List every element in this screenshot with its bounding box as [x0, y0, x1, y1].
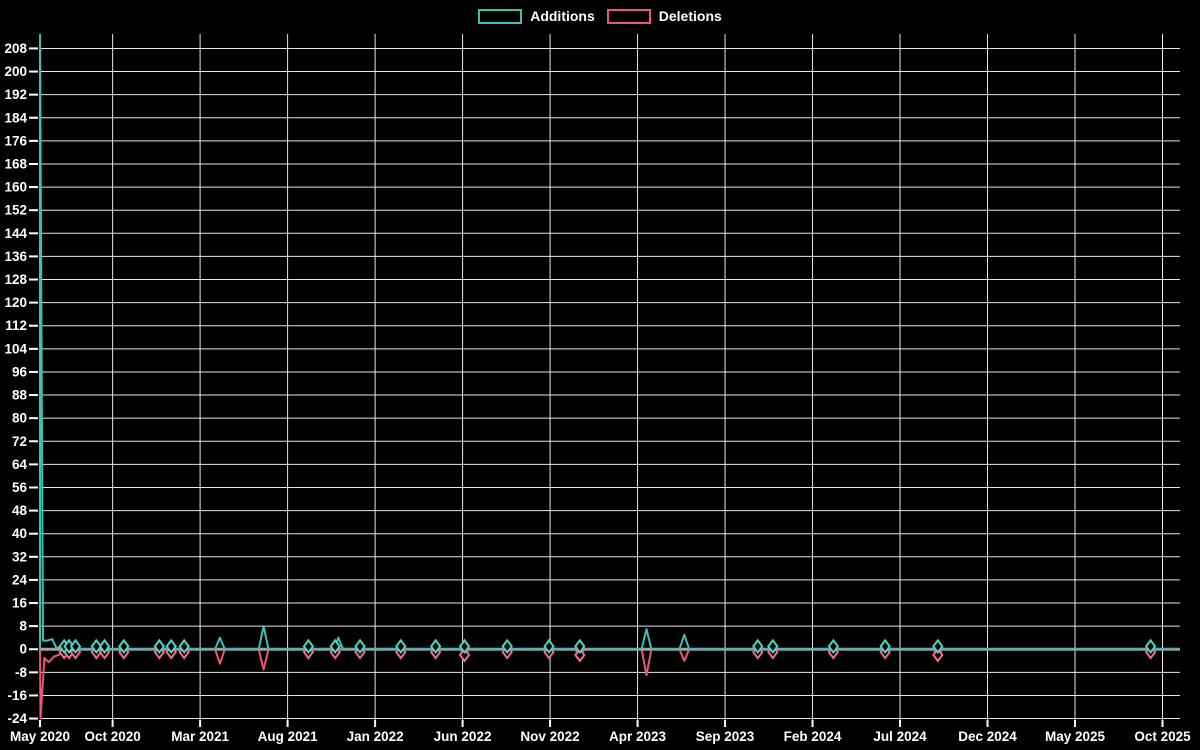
y-tick-label: 160 [4, 180, 27, 195]
x-tick-label: Nov 2022 [520, 729, 579, 744]
legend-item-deletions[interactable]: Deletions [606, 7, 722, 26]
additions-marker-diamond [302, 638, 315, 655]
x-tick-label: Mar 2021 [171, 729, 229, 744]
y-tick-label: 8 [19, 619, 27, 634]
additions-marker-diamond [543, 638, 555, 655]
x-tick-label: Aug 2021 [258, 729, 319, 744]
y-tick-label: 184 [4, 110, 27, 125]
additions-marker-diamond [501, 638, 513, 655]
additions-marker-diamond [329, 638, 341, 655]
y-tick-label: 192 [4, 87, 27, 102]
y-tick-label: 80 [12, 411, 27, 426]
additions-marker-diamond [767, 638, 779, 655]
y-tick-label: 104 [4, 341, 27, 356]
y-tick-label: 56 [12, 480, 28, 495]
additions-marker-diamond [69, 638, 82, 655]
additions-swatch-icon [478, 9, 523, 24]
x-tick-label: Dec 2024 [958, 729, 1017, 744]
y-tick-label: 136 [4, 249, 27, 264]
additions-marker-diamond [879, 638, 891, 655]
deletions-marker-diamond [932, 647, 944, 663]
x-tick-label: May 2025 [1045, 729, 1106, 744]
y-tick-label: 112 [5, 318, 27, 333]
deletions-swatch-icon [606, 9, 651, 24]
additions-marker-diamond [827, 638, 840, 655]
y-tick-label: 24 [12, 572, 28, 587]
x-tick-label: Jun 2022 [434, 729, 492, 744]
y-tick-label: 152 [4, 203, 27, 218]
deletions-marker-diamond [574, 647, 586, 663]
y-tick-label: 88 [12, 388, 28, 403]
y-tick-label: 128 [4, 272, 27, 287]
y-tick-label: 0 [19, 642, 27, 657]
additions-marker-diamond [752, 638, 764, 655]
x-tick-label: Sep 2023 [696, 729, 755, 744]
y-tick-label: 176 [4, 133, 27, 148]
additions-marker-diamond [98, 638, 111, 655]
y-tick-label: 64 [12, 457, 28, 472]
y-tick-label: 32 [12, 549, 27, 564]
chart-legend: Additions Deletions [0, 7, 1200, 26]
x-tick-label: Jul 2024 [873, 729, 927, 744]
x-tick-label: Apr 2023 [609, 729, 667, 744]
y-tick-label: 200 [4, 64, 27, 79]
additions-marker-diamond [458, 638, 471, 655]
additions-marker-diamond [165, 638, 177, 655]
additions-marker-diamond [395, 638, 407, 655]
y-tick-label: 144 [4, 226, 27, 241]
y-tick-label: 208 [4, 41, 27, 56]
x-tick-label: Feb 2024 [784, 729, 842, 744]
y-tick-label: -24 [7, 711, 27, 726]
legend-label-deletions: Deletions [658, 8, 722, 24]
x-tick-label: Oct 2025 [1134, 729, 1191, 744]
additions-marker-diamond [118, 638, 130, 655]
y-tick-label: 48 [12, 503, 28, 518]
y-tick-label: 96 [12, 364, 28, 379]
x-tick-label: May 2020 [10, 729, 70, 744]
y-tick-label: 72 [12, 434, 27, 449]
deletions-line [39, 648, 1180, 720]
additions-marker-diamond [429, 638, 442, 655]
y-tick-label: -8 [15, 665, 27, 680]
legend-item-additions[interactable]: Additions [478, 7, 595, 26]
additions-marker-diamond [153, 638, 166, 655]
legend-label-additions: Additions [530, 8, 595, 24]
y-tick-label: 168 [4, 156, 27, 171]
additions-marker-diamond [354, 638, 366, 655]
additions-marker-diamond [574, 638, 586, 655]
additions-marker-diamond [178, 638, 190, 655]
y-tick-label: 40 [12, 526, 27, 541]
deletions-marker-diamond [458, 647, 471, 663]
additions-marker-diamond [90, 638, 103, 655]
x-tick-label: Oct 2020 [84, 729, 140, 744]
y-tick-label: -16 [7, 688, 27, 703]
x-tick-label: Jan 2022 [347, 729, 404, 744]
y-tick-label: 16 [12, 596, 28, 611]
additions-marker-diamond [1144, 638, 1157, 655]
y-tick-label: 120 [4, 295, 27, 310]
additions-marker-diamond [932, 638, 944, 655]
